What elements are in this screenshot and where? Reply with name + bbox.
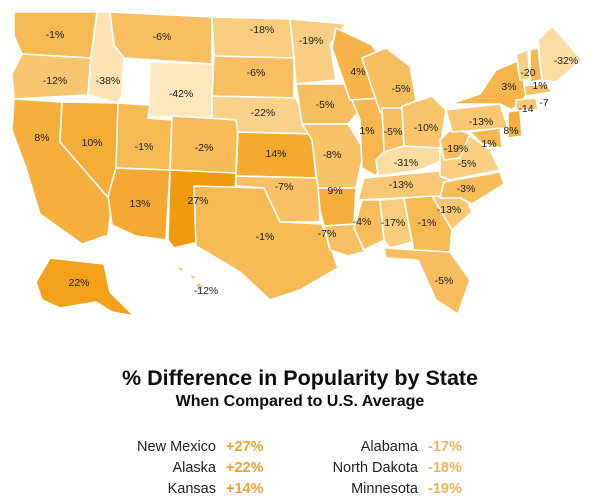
state-value-label: -5%: [458, 158, 477, 170]
state-value-label: 1%: [481, 138, 496, 150]
legend-state-name: Alaska: [172, 460, 216, 476]
top-states-legend: New Mexico +27% Alaska +22% Kansas +14%: [85, 437, 285, 500]
state-nc: [439, 171, 505, 205]
legend-state-value: +14%: [226, 481, 264, 497]
state-value-label: -6%: [153, 31, 172, 43]
state-value-label: -5%: [316, 99, 335, 111]
state-value-label: 1%: [359, 125, 374, 137]
legend-state-name: Kansas: [167, 481, 216, 497]
state-mt: [109, 11, 213, 65]
state-value-label: -7: [539, 97, 548, 109]
state-value-label: 8%: [503, 125, 518, 137]
state-value-label: -1%: [135, 141, 154, 153]
state-value-label: -6%: [247, 67, 266, 79]
state-value-label: -5%: [392, 83, 411, 95]
state-al: [379, 197, 413, 249]
state-value-label: -10%: [414, 122, 439, 134]
state-value-label: -19%: [444, 143, 469, 155]
state-value-label: -1%: [256, 231, 275, 243]
state-value-label: 22%: [68, 277, 89, 289]
state-value-label: -17%: [381, 217, 406, 229]
state-value-label: 3%: [501, 81, 516, 93]
state-value-label: -2%: [195, 142, 214, 154]
legend-row: North Dakota -18%: [283, 458, 483, 479]
state-tx: [193, 185, 339, 301]
legend-state-name: Minnesota: [351, 481, 418, 497]
state-value-label: -18%: [250, 24, 275, 36]
legend-state-name: New Mexico: [137, 439, 216, 455]
map-title: % Difference in Popularity by State: [121, 366, 479, 390]
legend-state-value: +27%: [226, 439, 264, 455]
legend-state-value: -17%: [428, 439, 462, 455]
state-hi: [175, 265, 205, 293]
legend-state-name: North Dakota: [332, 460, 418, 476]
state-value-label: -20: [520, 67, 535, 79]
state-value-label: -12%: [43, 75, 68, 87]
state-value-label: -5%: [435, 275, 454, 287]
legend-row: Kansas +14%: [85, 479, 285, 500]
state-value-label: -1%: [418, 217, 437, 229]
state-value-label: 27%: [187, 195, 208, 207]
state-value-label: -4%: [353, 216, 372, 228]
us-choropleth-map: -1% -12% 8% 10% -38% -6% -42% -1% 13% -2% 27% -18% -…: [11, 11, 583, 317]
state-mi: [361, 47, 417, 113]
state-value-label: -7%: [275, 181, 294, 193]
map-subtitle: When Compared to U.S. Average: [175, 393, 425, 410]
state-nj: [507, 109, 523, 139]
state-value-label: -42%: [169, 88, 194, 100]
state-value-label: -5%: [384, 126, 403, 138]
legend-row: Alaska +22%: [85, 458, 285, 479]
legend-state-value: -18%: [428, 460, 462, 476]
state-ak: [35, 257, 135, 317]
state-value-label: -31%: [394, 157, 419, 169]
state-value-label: 10%: [81, 137, 102, 149]
state-value-label: 4%: [350, 66, 365, 78]
state-ia: [295, 83, 361, 125]
bottom-states-legend: Alabama -17% North Dakota -18% Minnesota…: [283, 437, 483, 500]
legend-state-value: -19%: [428, 481, 462, 497]
state-value-label: -13%: [469, 116, 494, 128]
legend-row: Minnesota -19%: [283, 479, 483, 500]
state-value-label: 8%: [34, 132, 49, 144]
state-ma: [523, 83, 553, 97]
state-ct: [515, 97, 539, 111]
state-value-label: -19%: [299, 35, 324, 47]
state-wv: [439, 127, 471, 161]
state-value-label: -7%: [318, 228, 337, 240]
state-ms: [353, 199, 385, 251]
state-value-label: 14%: [265, 148, 286, 160]
state-or: [11, 53, 92, 100]
state-value-label: -12%: [194, 285, 219, 297]
state-me: [537, 25, 583, 83]
state-md: [469, 127, 503, 149]
state-value-label: -13%: [389, 179, 414, 191]
state-value-label: -8%: [323, 149, 342, 161]
state-value-label: 13%: [129, 198, 150, 210]
state-mn: [289, 18, 347, 85]
state-value-label: 9%: [327, 185, 342, 197]
state-value-label: -1%: [46, 29, 65, 41]
state-fl: [383, 247, 471, 315]
legend-state-value: +22%: [226, 460, 264, 476]
state-value-label: -32%: [554, 55, 579, 67]
state-value-label: 1%: [532, 80, 547, 92]
legend-row: New Mexico +27%: [85, 437, 285, 458]
legend-row: Alabama -17%: [283, 437, 483, 458]
state-value-label: -14: [518, 103, 533, 115]
state-value-label: -3%: [457, 183, 476, 195]
state-value-label: -13%: [437, 204, 462, 216]
state-value-label: -22%: [251, 107, 276, 119]
state-oh: [401, 95, 447, 149]
state-value-label: -38%: [96, 75, 121, 87]
state-la: [323, 223, 365, 257]
legend-state-name: Alabama: [360, 439, 418, 455]
